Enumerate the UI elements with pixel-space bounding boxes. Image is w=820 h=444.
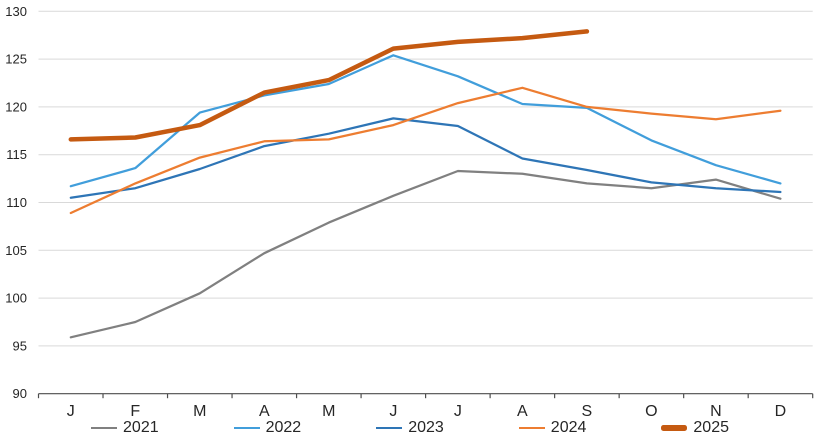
- y-axis-tick-label: 95: [13, 338, 27, 353]
- y-axis-tick-label: 105: [5, 243, 27, 258]
- series-line-2023: [69, 117, 782, 199]
- legend-label-2022: 2022: [265, 419, 302, 436]
- legend-label-2021: 2021: [123, 419, 159, 436]
- legend-item-2022: 2022: [233, 419, 302, 437]
- x-axis-month-label: J: [67, 403, 75, 420]
- legend-line-swatch-2023: [376, 426, 403, 430]
- y-axis-tick-label: 110: [6, 195, 27, 210]
- y-axis-tick-label: 125: [5, 52, 27, 67]
- legend-line-swatch-2024: [518, 426, 545, 430]
- y-axis-tick-label: 90: [13, 386, 27, 401]
- series-line-2021: [69, 169, 782, 339]
- y-axis-tick-label: 100: [5, 291, 27, 306]
- x-axis-month-label: A: [259, 403, 270, 420]
- x-axis-month-label: M: [193, 403, 206, 420]
- chart-legend: 2021 2022 2023 2024 2025: [0, 419, 820, 437]
- x-axis-month-label: A: [517, 403, 528, 420]
- x-axis-month-label: J: [454, 403, 462, 420]
- y-axis-tick-label: 115: [6, 147, 27, 162]
- series-line-2024: [69, 86, 782, 215]
- x-axis-month-label: N: [710, 403, 722, 420]
- legend-item-2024: 2024: [518, 419, 587, 437]
- legend-label-2023: 2023: [408, 419, 444, 436]
- legend-line-swatch-2025: [661, 425, 688, 431]
- legend-item-2023: 2023: [376, 419, 444, 437]
- legend-label-2024: 2024: [550, 419, 587, 436]
- x-axis-month-label: M: [322, 403, 335, 420]
- legend-item-2025: 2025: [661, 419, 729, 437]
- legend-line-swatch-2021: [91, 426, 118, 430]
- x-axis-month-label: O: [645, 403, 657, 420]
- legend-label-2025: 2025: [693, 419, 729, 436]
- legend-item-2021: 2021: [91, 419, 159, 437]
- series-line-2025: [68, 29, 590, 142]
- x-axis-month-label: D: [775, 403, 787, 420]
- x-axis-month-label: S: [582, 403, 593, 420]
- y-axis-tick-label: 130: [5, 4, 27, 19]
- y-axis-tick-label: 120: [5, 99, 27, 114]
- x-axis-month-label: J: [389, 403, 397, 420]
- x-axis-month-label: F: [130, 403, 140, 420]
- legend-line-swatch-2022: [233, 426, 260, 430]
- series-line-2022: [69, 54, 782, 188]
